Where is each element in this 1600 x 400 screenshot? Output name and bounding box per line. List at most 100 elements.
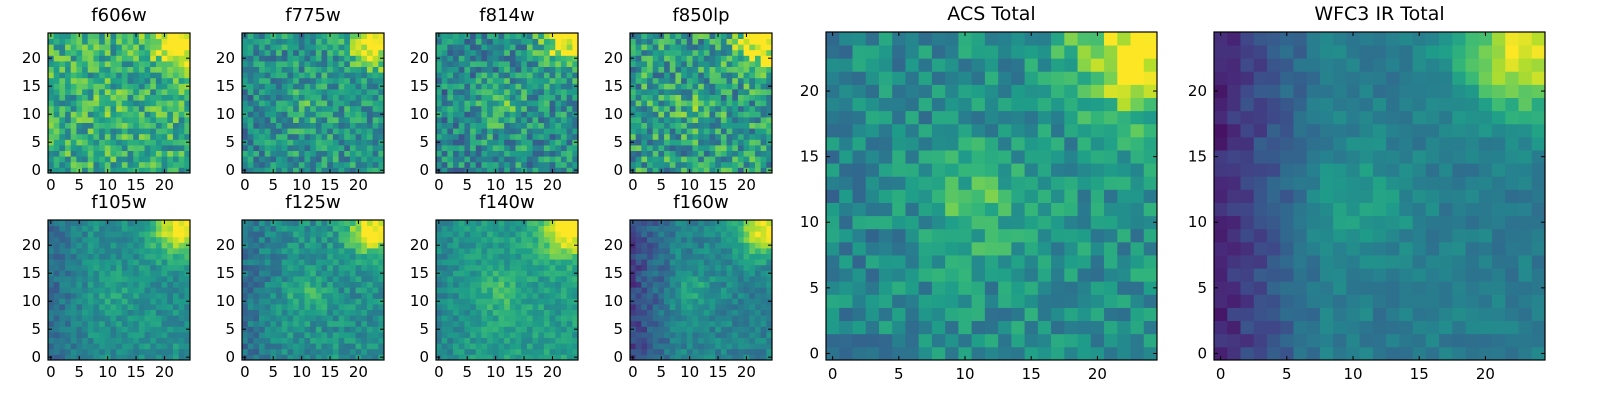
heatmap-cell <box>709 83 716 90</box>
heatmap-cell <box>48 44 55 51</box>
heatmap-cell <box>161 315 168 322</box>
heatmap-cell <box>532 77 539 84</box>
heatmap-cell <box>133 304 140 310</box>
heatmap-cell <box>504 337 511 344</box>
heatmap-cell <box>441 100 448 107</box>
heatmap-cell <box>76 231 83 238</box>
heatmap-cell <box>298 133 305 140</box>
heatmap-cell <box>447 150 454 157</box>
heatmap-cell <box>127 231 134 238</box>
heatmap-cell <box>338 66 345 73</box>
heatmap-cell <box>281 348 288 355</box>
heatmap-cell <box>372 100 379 107</box>
heatmap-cell <box>110 242 117 249</box>
heatmap-cell <box>161 304 168 310</box>
heatmap-cell <box>338 287 345 294</box>
heatmap-cell <box>726 315 733 322</box>
heatmap-cell <box>344 133 351 140</box>
heatmap-cell <box>59 105 66 112</box>
heatmap-cell <box>293 264 300 271</box>
heatmap-cell <box>144 270 151 277</box>
heatmap-cell <box>543 117 550 123</box>
heatmap-cell <box>647 145 654 151</box>
heatmap-cell <box>675 343 682 350</box>
heatmap-cell <box>361 287 368 294</box>
heatmap-cell <box>121 100 128 107</box>
heatmap-cell <box>754 156 762 163</box>
heatmap-cell <box>453 128 460 135</box>
heatmap-cell <box>150 66 157 73</box>
heatmap-cell <box>110 354 117 361</box>
heatmap-cell <box>630 133 637 140</box>
heatmap-cell <box>504 167 511 174</box>
heatmap-cell <box>281 315 288 322</box>
heatmap-cell <box>281 264 288 271</box>
heatmap-cell <box>48 100 55 107</box>
heatmap-cell <box>669 167 676 174</box>
heatmap-cell <box>532 122 539 129</box>
heatmap-cell <box>647 139 654 146</box>
heatmap-cell <box>121 33 128 39</box>
heatmap-cell <box>675 38 682 45</box>
heatmap-cell <box>504 38 511 45</box>
heatmap-cell <box>635 337 642 344</box>
heatmap-cell <box>270 248 277 254</box>
heatmap-cell <box>664 337 671 344</box>
heatmap-cell <box>555 94 562 101</box>
heatmap-cell <box>560 270 568 277</box>
heatmap-cell <box>93 225 100 232</box>
heatmap-cell <box>686 292 693 299</box>
heatmap-cell <box>754 326 762 333</box>
heatmap-cell <box>709 105 716 112</box>
heatmap-cell <box>538 128 545 135</box>
heatmap-cell <box>436 281 443 288</box>
heatmap-cell <box>110 253 117 260</box>
heatmap-cell <box>104 122 111 129</box>
heatmap-cell <box>436 264 443 271</box>
heatmap-cell <box>698 89 705 95</box>
heatmap-cell <box>116 220 123 226</box>
heatmap-cell <box>65 72 72 79</box>
heatmap-cell <box>338 281 345 288</box>
heatmap-cell <box>259 122 266 129</box>
heatmap-cell <box>281 287 288 294</box>
heatmap-cell <box>121 161 128 168</box>
heatmap-cell <box>470 298 477 305</box>
heatmap-cell <box>121 292 128 299</box>
heatmap-cell <box>270 128 277 135</box>
heatmap-cell <box>287 89 294 95</box>
heatmap-cell <box>121 253 128 260</box>
heatmap-cell <box>509 66 516 73</box>
heatmap-cell <box>315 66 322 73</box>
heatmap-cell <box>458 156 465 163</box>
heatmap-cell <box>732 33 739 39</box>
heatmap-cell <box>641 139 648 146</box>
heatmap-cell <box>703 111 710 118</box>
heatmap-cell <box>321 156 328 163</box>
heatmap-cell <box>441 287 448 294</box>
heatmap-cell <box>99 231 106 238</box>
y-tick-label: 0 <box>419 161 429 179</box>
heatmap-cell <box>332 309 339 316</box>
heatmap-cell <box>754 332 762 338</box>
heatmap-cell <box>150 298 157 305</box>
heatmap-cell <box>259 242 266 249</box>
heatmap-cell <box>703 281 710 288</box>
heatmap-cell <box>458 150 465 157</box>
heatmap-cell <box>760 49 767 56</box>
heatmap-cell <box>150 248 157 254</box>
heatmap-cell <box>293 128 300 135</box>
heatmap-cell <box>720 354 727 361</box>
heatmap-cell <box>658 89 665 95</box>
heatmap-cell <box>155 145 162 151</box>
heatmap-cell <box>167 298 174 305</box>
heatmap-cell <box>470 332 477 338</box>
heatmap-cell <box>709 161 716 168</box>
heatmap-cell <box>521 304 528 310</box>
heatmap-cell <box>481 242 488 249</box>
heatmap-cell <box>327 298 334 305</box>
heatmap-cell <box>538 270 545 277</box>
heatmap-cell <box>270 281 277 288</box>
heatmap-cell <box>332 332 339 338</box>
heatmap-cell <box>664 167 671 174</box>
